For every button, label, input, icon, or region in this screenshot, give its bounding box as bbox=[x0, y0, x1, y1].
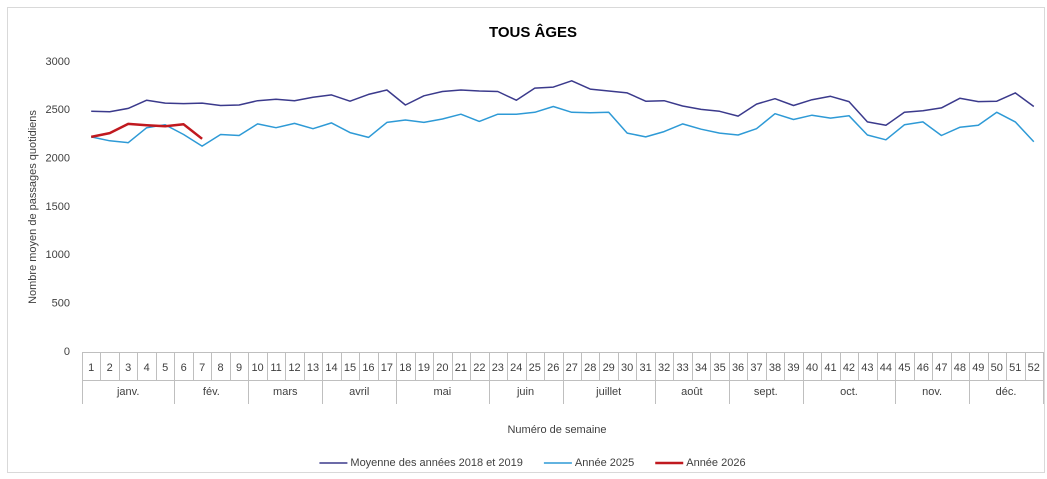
x-tick-label: 44 bbox=[880, 362, 892, 374]
x-tick-label: 10 bbox=[251, 362, 263, 374]
x-tick-label: 37 bbox=[750, 362, 762, 374]
x-tick-label: 49 bbox=[972, 362, 984, 374]
legend-label: Année 2025 bbox=[575, 457, 634, 469]
chart-title: TOUS ÂGES bbox=[489, 23, 577, 41]
x-tick-label: 7 bbox=[199, 362, 205, 374]
x-group-label: mai bbox=[434, 386, 452, 398]
x-tick-label: 40 bbox=[806, 362, 818, 374]
x-tick-label: 43 bbox=[861, 362, 873, 374]
series-line bbox=[90, 122, 203, 140]
y-tick-label: 2000 bbox=[46, 153, 70, 165]
x-group-label: fév. bbox=[203, 386, 220, 398]
x-tick-label: 42 bbox=[843, 362, 855, 374]
x-tick-label: 41 bbox=[824, 362, 836, 374]
x-tick-label: 24 bbox=[510, 362, 522, 374]
x-group-label: avril bbox=[349, 386, 369, 398]
x-tick-label: 30 bbox=[621, 362, 633, 374]
x-tick-label: 6 bbox=[181, 362, 187, 374]
y-tick-label: 3000 bbox=[46, 56, 70, 68]
x-tick-label: 46 bbox=[917, 362, 929, 374]
x-tick-label: 9 bbox=[236, 362, 242, 374]
x-tick-label: 3 bbox=[125, 362, 131, 374]
x-tick-label: 28 bbox=[584, 362, 596, 374]
y-tick-label: 500 bbox=[52, 298, 70, 310]
x-tick-label: 13 bbox=[307, 362, 319, 374]
x-tick-label: 12 bbox=[288, 362, 300, 374]
x-tick-label: 25 bbox=[529, 362, 541, 374]
x-tick-label: 23 bbox=[492, 362, 504, 374]
x-tick-label: 5 bbox=[162, 362, 168, 374]
x-group-label: juillet bbox=[595, 386, 621, 398]
x-tick-label: 31 bbox=[640, 362, 652, 374]
x-tick-label: 34 bbox=[695, 362, 707, 374]
x-tick-label: 11 bbox=[270, 362, 281, 374]
x-group-label: sept. bbox=[754, 386, 778, 398]
x-tick-label: 33 bbox=[677, 362, 689, 374]
x-tick-label: 19 bbox=[418, 362, 430, 374]
x-tick-label: 50 bbox=[991, 362, 1003, 374]
x-tick-label: 29 bbox=[603, 362, 615, 374]
x-tick-label: 1 bbox=[88, 362, 94, 374]
x-tick-label: 14 bbox=[325, 362, 337, 374]
x-tick-label: 26 bbox=[547, 362, 559, 374]
x-group-label: juin bbox=[516, 386, 534, 398]
x-tick-label: 32 bbox=[658, 362, 670, 374]
x-group-label: oct. bbox=[840, 386, 858, 398]
y-tick-label: 0 bbox=[64, 346, 70, 358]
chart-border bbox=[7, 7, 1045, 473]
x-tick-label: 45 bbox=[898, 362, 910, 374]
x-tick-label: 2 bbox=[107, 362, 113, 374]
x-tick-label: 16 bbox=[362, 362, 374, 374]
x-tick-label: 15 bbox=[344, 362, 356, 374]
x-group-label: nov. bbox=[922, 386, 942, 398]
x-tick-label: 36 bbox=[732, 362, 744, 374]
x-group-label: août bbox=[681, 386, 702, 398]
series-line bbox=[91, 105, 1035, 147]
series-line bbox=[91, 80, 1035, 127]
x-tick-label: 22 bbox=[473, 362, 485, 374]
x-group-label: déc. bbox=[996, 386, 1017, 398]
x-group-label: mars bbox=[273, 386, 298, 398]
x-tick-label: 21 bbox=[455, 362, 467, 374]
x-tick-label: 52 bbox=[1028, 362, 1040, 374]
legend-label: Moyenne des années 2018 et 2019 bbox=[350, 457, 522, 469]
x-tick-label: 20 bbox=[436, 362, 448, 374]
y-axis-title: Nombre moyen de passages quotidiens bbox=[27, 110, 39, 304]
y-tick-label: 2500 bbox=[46, 104, 70, 116]
x-tick-label: 51 bbox=[1009, 362, 1021, 374]
y-tick-label: 1500 bbox=[46, 201, 70, 213]
y-tick-label: 1000 bbox=[46, 249, 70, 261]
x-group-label: janv. bbox=[116, 386, 139, 398]
x-tick-label: 39 bbox=[787, 362, 799, 374]
x-tick-label: 48 bbox=[954, 362, 966, 374]
x-tick-label: 27 bbox=[566, 362, 578, 374]
x-tick-label: 35 bbox=[713, 362, 725, 374]
legend-label: Année 2026 bbox=[686, 457, 745, 469]
x-tick-label: 18 bbox=[399, 362, 411, 374]
x-tick-label: 47 bbox=[935, 362, 947, 374]
x-tick-label: 17 bbox=[381, 362, 393, 374]
x-axis-title: Numéro de semaine bbox=[507, 424, 606, 436]
x-tick-label: 8 bbox=[218, 362, 224, 374]
x-tick-label: 38 bbox=[769, 362, 781, 374]
x-tick-label: 4 bbox=[144, 362, 150, 374]
